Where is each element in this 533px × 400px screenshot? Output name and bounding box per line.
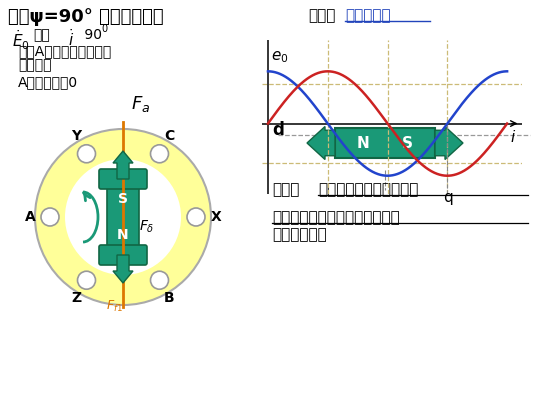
Circle shape bbox=[77, 271, 95, 289]
FancyBboxPatch shape bbox=[107, 177, 139, 257]
Circle shape bbox=[35, 129, 211, 305]
Text: 大值时刻: 大值时刻 bbox=[18, 58, 52, 72]
Circle shape bbox=[77, 145, 95, 163]
FancyBboxPatch shape bbox=[99, 169, 147, 189]
FancyBboxPatch shape bbox=[335, 128, 435, 158]
Text: X: X bbox=[211, 210, 221, 224]
Text: 单机运行时影响机端电压: 单机运行时影响机端电压 bbox=[318, 182, 418, 197]
Text: 分析A相电流达到正的最: 分析A相电流达到正的最 bbox=[18, 44, 111, 58]
Text: 并网运行时影响发电机无功输出: 并网运行时影响发电机无功输出 bbox=[272, 210, 400, 225]
Text: $F_\delta$: $F_\delta$ bbox=[139, 219, 155, 235]
Text: 纽直轴去磁: 纽直轴去磁 bbox=[345, 8, 391, 23]
Circle shape bbox=[41, 208, 59, 226]
Text: C: C bbox=[164, 130, 175, 144]
Text: Y: Y bbox=[71, 130, 82, 144]
Text: q: q bbox=[443, 190, 453, 205]
FancyArrow shape bbox=[435, 126, 463, 160]
Circle shape bbox=[187, 208, 205, 226]
Text: 的性质和大小: 的性质和大小 bbox=[272, 227, 327, 242]
Text: $\dot{E}_0$: $\dot{E}_0$ bbox=[12, 28, 30, 52]
Text: A: A bbox=[25, 210, 35, 224]
Text: 90: 90 bbox=[80, 28, 102, 42]
Text: $F_{f1}$: $F_{f1}$ bbox=[107, 299, 124, 314]
Text: S: S bbox=[118, 192, 128, 206]
Text: 超前: 超前 bbox=[33, 28, 50, 42]
Text: $\dot{i}$: $\dot{i}$ bbox=[68, 28, 74, 49]
Text: Z: Z bbox=[71, 290, 82, 304]
FancyArrow shape bbox=[307, 126, 335, 160]
Text: 性质：: 性质： bbox=[308, 8, 335, 23]
FancyArrow shape bbox=[113, 255, 133, 283]
Text: 0: 0 bbox=[101, 24, 107, 34]
Text: N: N bbox=[117, 228, 129, 242]
Text: 二、ψ=90° 时的电枢反应: 二、ψ=90° 时的电枢反应 bbox=[8, 8, 164, 26]
FancyArrow shape bbox=[113, 151, 133, 179]
Text: 作用：: 作用： bbox=[272, 182, 300, 197]
Text: N: N bbox=[357, 136, 369, 150]
Text: d: d bbox=[272, 121, 284, 139]
Text: A相电动势为0: A相电动势为0 bbox=[18, 75, 78, 89]
Circle shape bbox=[65, 159, 181, 275]
Circle shape bbox=[150, 145, 168, 163]
Text: $F_a$: $F_a$ bbox=[131, 94, 150, 114]
Text: S: S bbox=[401, 136, 413, 150]
Text: $e_0$: $e_0$ bbox=[271, 49, 288, 65]
Text: $i$: $i$ bbox=[510, 129, 516, 145]
Circle shape bbox=[150, 271, 168, 289]
Text: B: B bbox=[164, 290, 175, 304]
FancyBboxPatch shape bbox=[99, 245, 147, 265]
